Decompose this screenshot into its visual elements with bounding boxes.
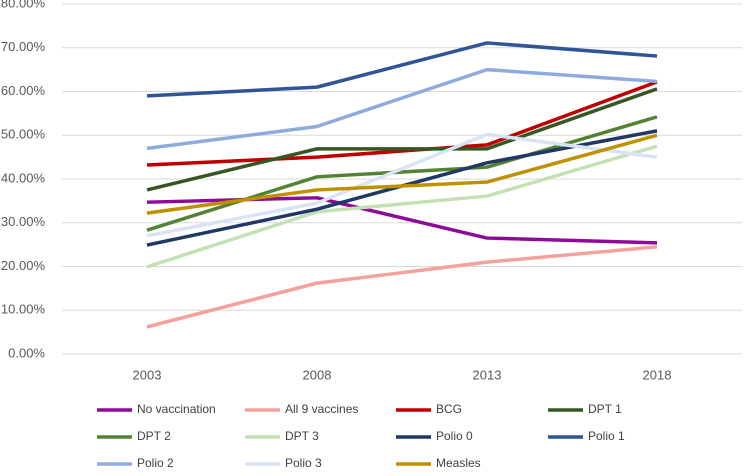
y-tick-label: 70.00% bbox=[1, 39, 46, 54]
x-tick-label: 2008 bbox=[303, 367, 332, 382]
series-line bbox=[146, 80, 658, 167]
series-line bbox=[146, 132, 658, 238]
legend-label: All 9 vaccines bbox=[285, 402, 358, 416]
series-line bbox=[146, 67, 658, 151]
series-line bbox=[146, 87, 658, 192]
series-line bbox=[146, 144, 658, 269]
y-tick-label: 80.00% bbox=[1, 0, 46, 10]
legend-label: BCG bbox=[436, 402, 462, 416]
y-tick-label: 50.00% bbox=[1, 127, 46, 142]
series-line bbox=[146, 245, 658, 329]
legend-label: DPT 2 bbox=[137, 429, 171, 443]
legend-label: No vaccination bbox=[137, 402, 216, 416]
y-tick-label: 60.00% bbox=[1, 83, 46, 98]
x-tick-label: 2013 bbox=[473, 367, 502, 382]
legend-label: DPT 3 bbox=[285, 429, 319, 443]
series-line bbox=[146, 115, 658, 232]
series-line bbox=[146, 41, 658, 98]
legend-label: Polio 0 bbox=[436, 429, 473, 443]
x-tick-label: 2003 bbox=[133, 367, 162, 382]
y-tick-label: 0.00% bbox=[8, 345, 45, 360]
y-tick-label: 20.00% bbox=[1, 258, 46, 273]
legend-label: DPT 1 bbox=[588, 402, 622, 416]
legend-label: Polio 2 bbox=[137, 456, 174, 470]
y-tick-label: 40.00% bbox=[1, 170, 46, 185]
y-tick-label: 10.00% bbox=[1, 302, 46, 317]
y-tick-label: 30.00% bbox=[1, 214, 46, 229]
legend-label: Polio 1 bbox=[588, 429, 625, 443]
legend-label: Measles bbox=[436, 456, 481, 470]
legend-label: Polio 3 bbox=[285, 456, 322, 470]
x-tick-label: 2018 bbox=[643, 367, 672, 382]
series-line bbox=[146, 133, 658, 215]
